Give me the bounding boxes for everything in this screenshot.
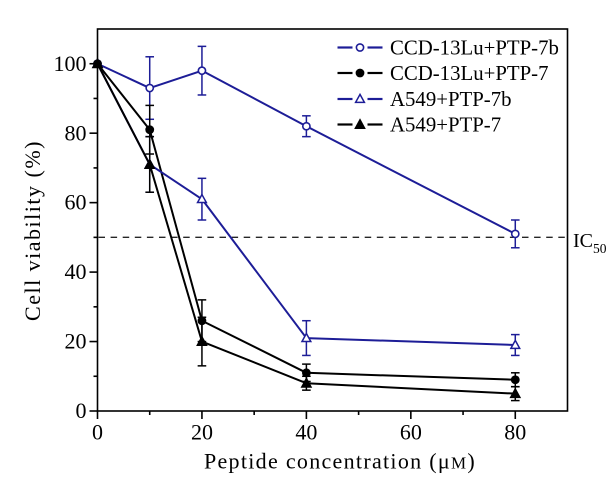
svg-text:CCD-13Lu+PTP-7: CCD-13Lu+PTP-7 [390,62,548,85]
svg-text:0: 0 [76,398,87,423]
svg-text:40: 40 [65,259,87,284]
svg-text:100: 100 [54,51,87,76]
svg-text:20: 20 [65,329,87,354]
svg-text:20: 20 [191,420,213,445]
svg-text:40: 40 [295,420,317,445]
svg-text:Cell viability (%): Cell viability (%) [20,140,45,321]
svg-text:A549+PTP-7b: A549+PTP-7b [390,88,512,111]
svg-text:IC50: IC50 [573,230,607,256]
svg-text:80: 80 [504,420,526,445]
svg-text:60: 60 [65,190,87,215]
svg-text:CCD-13Lu+PTP-7b: CCD-13Lu+PTP-7b [390,37,559,60]
svg-text:80: 80 [65,120,87,145]
svg-text:60: 60 [400,420,422,445]
svg-text:0: 0 [92,420,103,445]
svg-text:A549+PTP-7: A549+PTP-7 [390,114,501,137]
svg-text:Peptide concentration (μM): Peptide concentration (μM) [204,449,476,474]
